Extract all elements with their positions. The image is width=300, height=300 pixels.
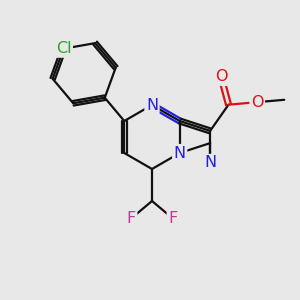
Text: N: N (204, 155, 216, 170)
Text: O: O (215, 69, 227, 84)
Text: F: F (127, 211, 136, 226)
Text: O: O (251, 95, 263, 110)
Text: Cl: Cl (56, 41, 71, 56)
Text: N: N (146, 98, 158, 112)
Text: N: N (174, 146, 186, 160)
Text: F: F (168, 211, 178, 226)
